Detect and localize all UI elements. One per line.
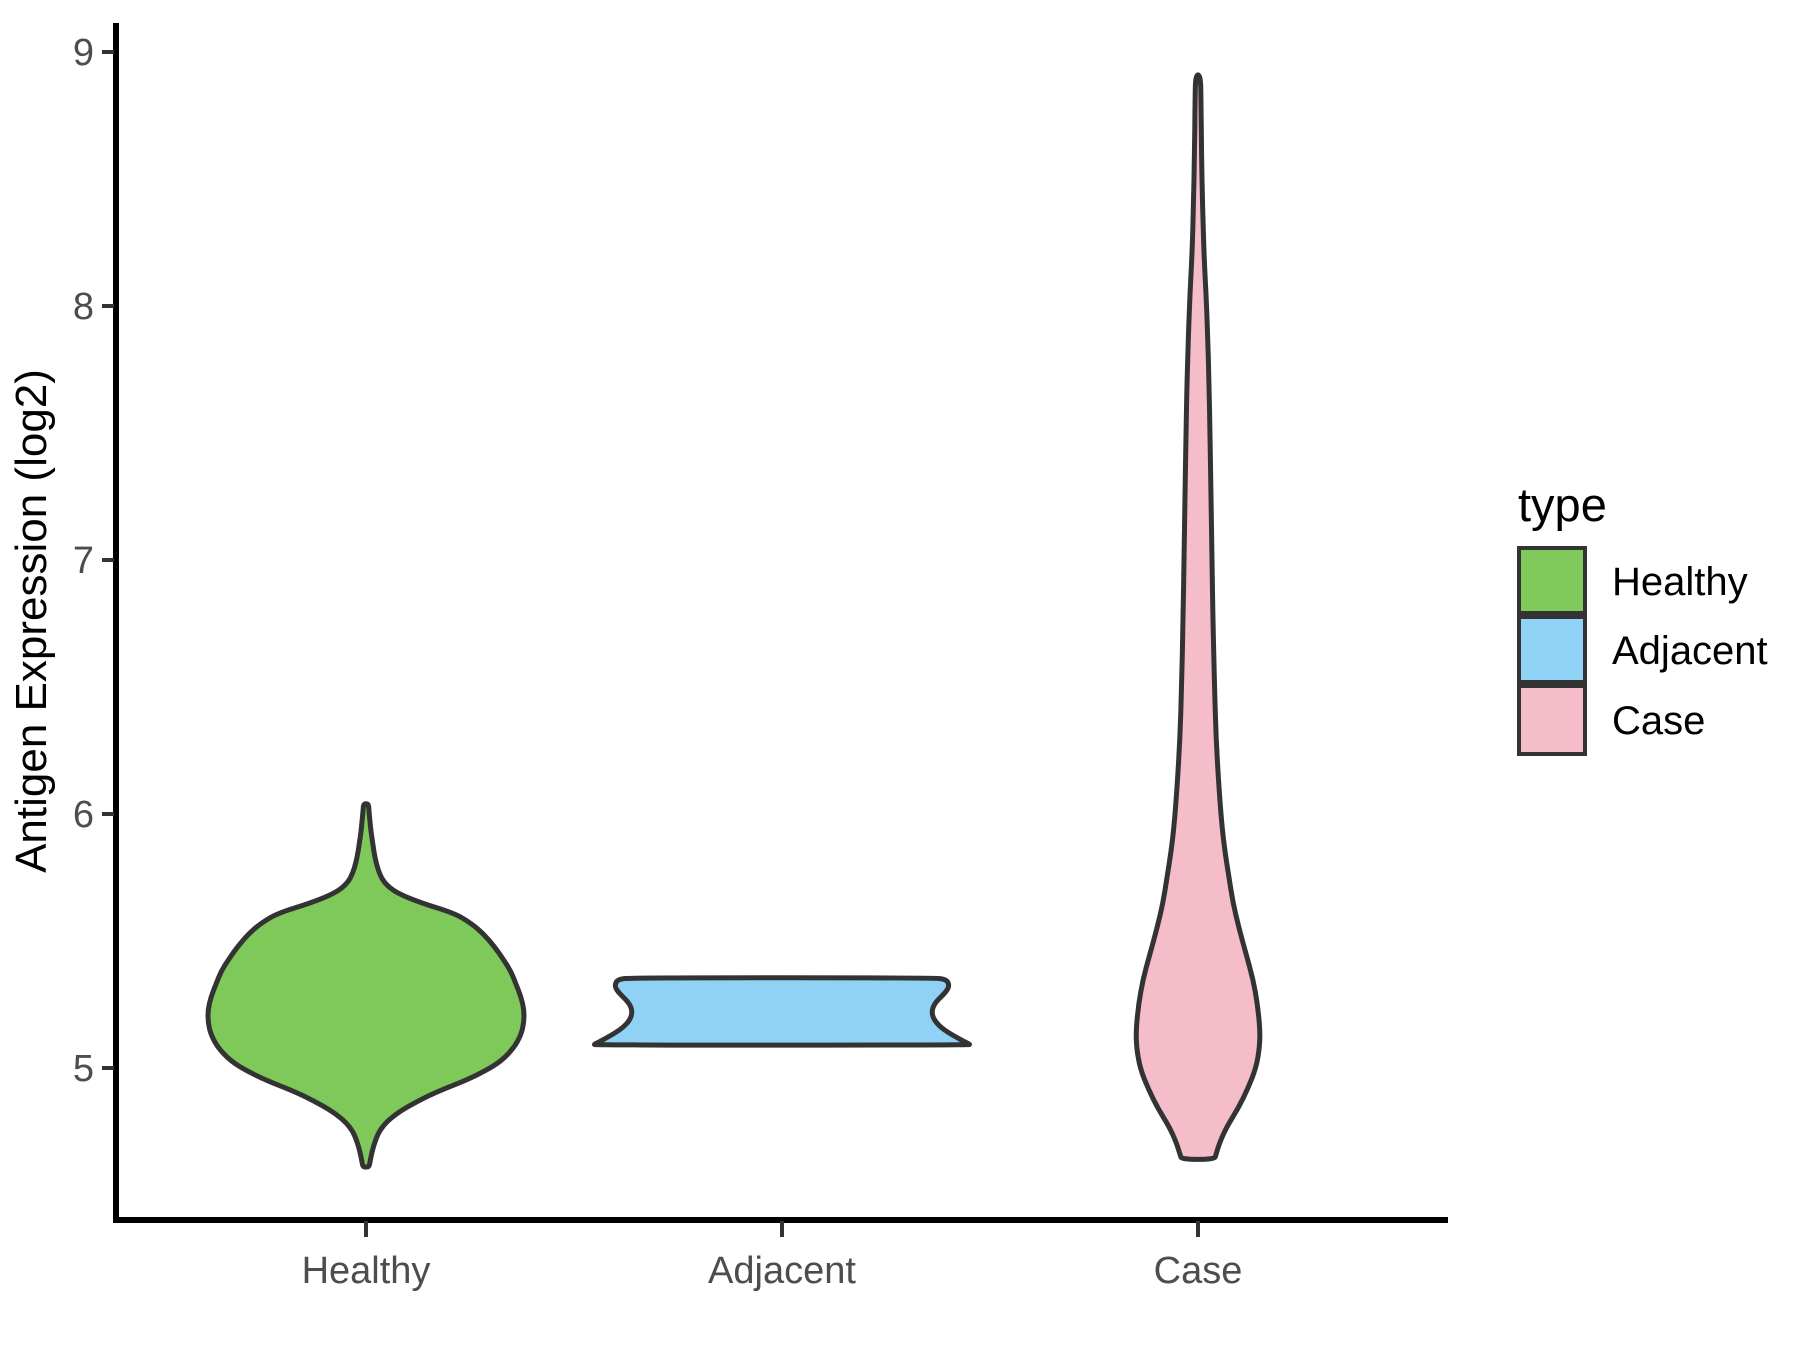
y-tick-label-6: 6 [73, 794, 94, 836]
violin-adjacent [591, 975, 973, 1048]
legend-label-case: Case [1612, 699, 1705, 743]
violins-group [205, 72, 1263, 1170]
x-tick-label-case: Case [1154, 1250, 1243, 1292]
x-tick-marks [364, 1221, 1200, 1237]
y-tick-label-9: 9 [73, 32, 94, 74]
legend-swatch-healthy [1517, 546, 1587, 615]
legend-title: type [1518, 478, 1607, 531]
legend-swatch-adjacent [1517, 615, 1587, 684]
legend: type Healthy Adjacent Case [1517, 478, 1768, 756]
y-axis-title: Antigen Expression (log2) [7, 369, 56, 873]
y-tick-label-7: 7 [73, 540, 94, 582]
legend-label-healthy: Healthy [1612, 560, 1748, 604]
x-tick-label-adjacent: Adjacent [708, 1250, 856, 1292]
y-tick-label-8: 8 [73, 286, 94, 328]
violin-case [1133, 72, 1263, 1162]
legend-label-adjacent: Adjacent [1612, 629, 1768, 673]
x-tick-label-healthy: Healthy [302, 1250, 431, 1292]
violin-healthy [205, 801, 527, 1170]
y-tick-label-5: 5 [73, 1048, 94, 1090]
legend-swatch-case [1517, 684, 1587, 756]
y-tick-marks [102, 50, 114, 1070]
